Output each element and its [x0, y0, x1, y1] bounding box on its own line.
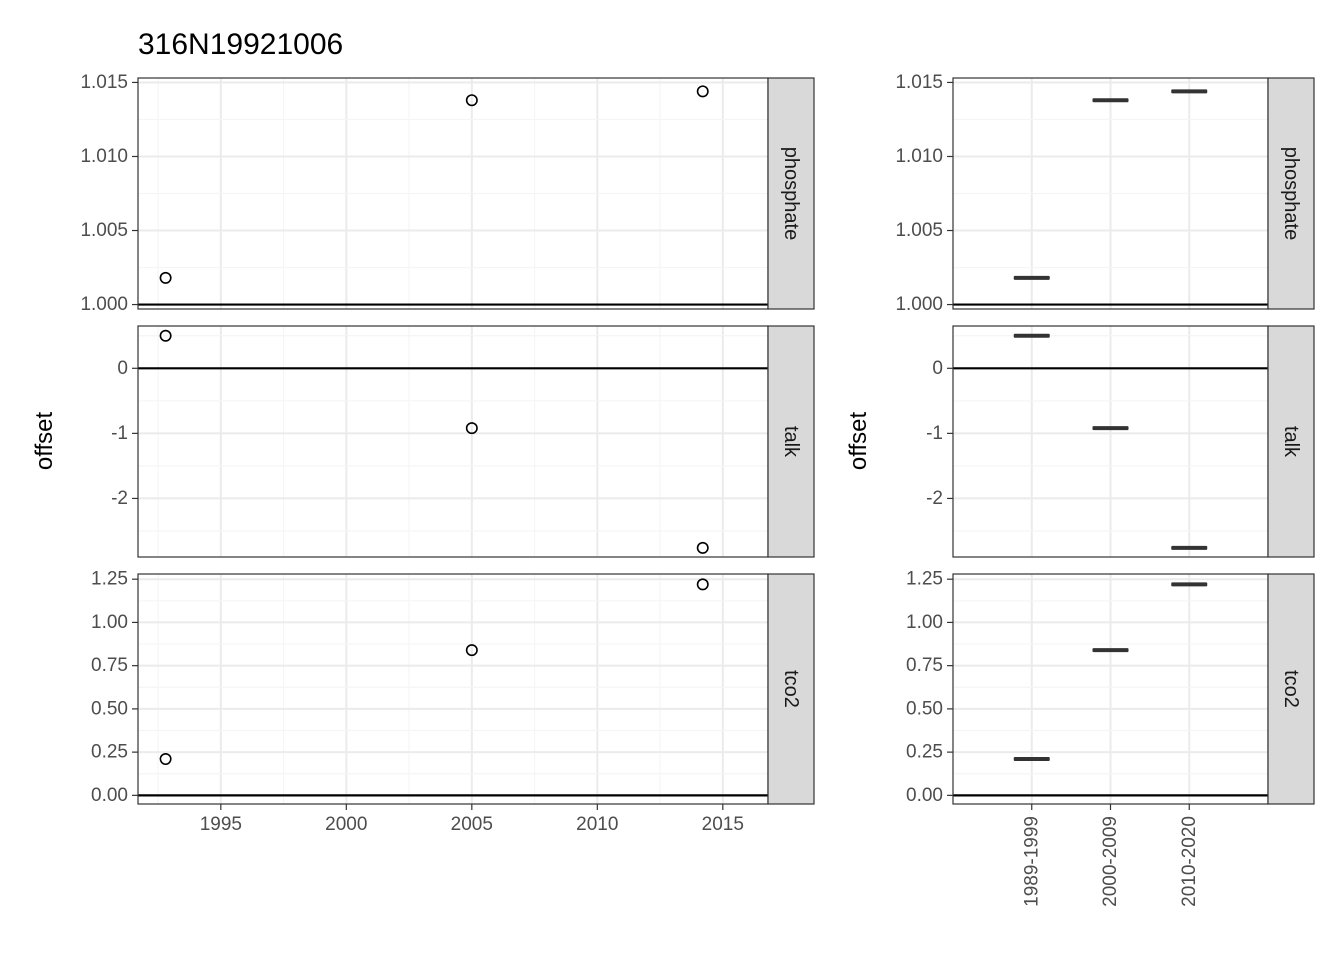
scatter-point-talk — [696, 541, 709, 554]
scatter-y-axis-title: offset — [31, 412, 58, 471]
scatter-y-tick-label: 1.000 — [80, 294, 128, 315]
box-x-tick-label: 1989-1999 — [1021, 816, 1042, 907]
box-median-bar-tco2-1989-1999 — [1013, 757, 1050, 762]
box-y-tick-label: 0.50 — [906, 698, 943, 719]
box-median-bar-phosphate-2010-2020 — [1171, 89, 1208, 94]
box-strip-label-tco2: tco2 — [1280, 670, 1302, 708]
box-y-tick-label: 0.75 — [906, 655, 943, 676]
scatter-strip-tco2 — [767, 573, 815, 805]
box-y-tick-label: 1.00 — [906, 612, 943, 633]
box-strip-phosphate — [1267, 77, 1315, 310]
box-x-tick-label: 2000-2009 — [1100, 816, 1121, 907]
box-strip-label-talk: talk — [1280, 426, 1302, 458]
scatter-y-tick-label: 0 — [117, 358, 128, 379]
scatter-panel-border-talk — [137, 325, 769, 558]
box-y-tick-label: 1.015 — [895, 72, 943, 93]
scatter-x-tick-label: 1995 — [200, 814, 242, 835]
box-strip-tco2 — [1267, 573, 1315, 805]
scatter-y-tick-label: 0.00 — [91, 785, 128, 806]
box-median-bar-talk-2010-2020 — [1171, 545, 1208, 550]
scatter-point-tco2 — [159, 753, 172, 766]
scatter-y-tick-label: 1.015 — [80, 72, 128, 93]
box-median-bar-phosphate-1989-1999 — [1013, 275, 1050, 280]
scatter-panel-border-tco2 — [137, 573, 769, 805]
box-median-bar-talk-2000-2009 — [1092, 426, 1129, 431]
scatter-strip-label-tco2: tco2 — [780, 670, 802, 708]
box-x-tick-label: 2010-2020 — [1179, 816, 1200, 907]
box-y-tick-label: 0.25 — [906, 742, 943, 763]
box-strip-label-phosphate: phosphate — [1280, 147, 1302, 240]
box-y-tick-label: -2 — [926, 488, 943, 509]
scatter-x-tick-label: 2005 — [451, 814, 493, 835]
scatter-y-tick-label: 1.25 — [91, 569, 128, 590]
scatter-x-tick-label: 2000 — [325, 814, 367, 835]
box-y-tick-label: 1.000 — [895, 294, 943, 315]
box-median-bar-phosphate-2000-2009 — [1092, 98, 1129, 103]
scatter-y-tick-label: 0.75 — [91, 655, 128, 676]
box-y-axis-title: offset — [845, 412, 872, 471]
scatter-y-tick-label: 0.50 — [91, 698, 128, 719]
plot-title: 316N19921006 — [138, 28, 343, 61]
scatter-strip-talk — [767, 325, 815, 558]
box-y-tick-label: -1 — [926, 423, 943, 444]
scatter-y-tick-label: -1 — [111, 423, 128, 444]
box-y-tick-label: 1.005 — [895, 220, 943, 241]
scatter-x-tick-label: 2015 — [702, 814, 744, 835]
scatter-strip-phosphate — [767, 77, 815, 310]
scatter-y-tick-label: 1.010 — [80, 146, 128, 167]
scatter-point-talk — [465, 422, 478, 435]
scatter-x-tick-label: 2010 — [576, 814, 618, 835]
scatter-point-talk — [159, 329, 172, 342]
box-y-tick-label: 1.010 — [895, 146, 943, 167]
scatter-point-phosphate — [159, 271, 172, 284]
box-median-bar-tco2-2000-2009 — [1092, 648, 1129, 653]
scatter-point-tco2 — [465, 644, 478, 657]
box-median-bar-talk-1989-1999 — [1013, 333, 1050, 338]
box-median-bar-tco2-2010-2020 — [1171, 582, 1208, 587]
scatter-y-tick-label: 1.005 — [80, 220, 128, 241]
scatter-point-tco2 — [696, 578, 709, 591]
scatter-strip-label-phosphate: phosphate — [780, 147, 802, 240]
scatter-y-tick-label: -2 — [111, 488, 128, 509]
scatter-y-tick-label: 1.00 — [91, 612, 128, 633]
scatter-point-phosphate — [696, 85, 709, 98]
scatter-y-tick-label: 0.25 — [91, 742, 128, 763]
box-y-tick-label: 0.00 — [906, 785, 943, 806]
box-y-tick-label: 1.25 — [906, 569, 943, 590]
box-strip-talk — [1267, 325, 1315, 558]
box-y-tick-label: 0 — [932, 358, 943, 379]
scatter-strip-label-talk: talk — [780, 426, 802, 458]
scatter-point-phosphate — [465, 94, 478, 107]
